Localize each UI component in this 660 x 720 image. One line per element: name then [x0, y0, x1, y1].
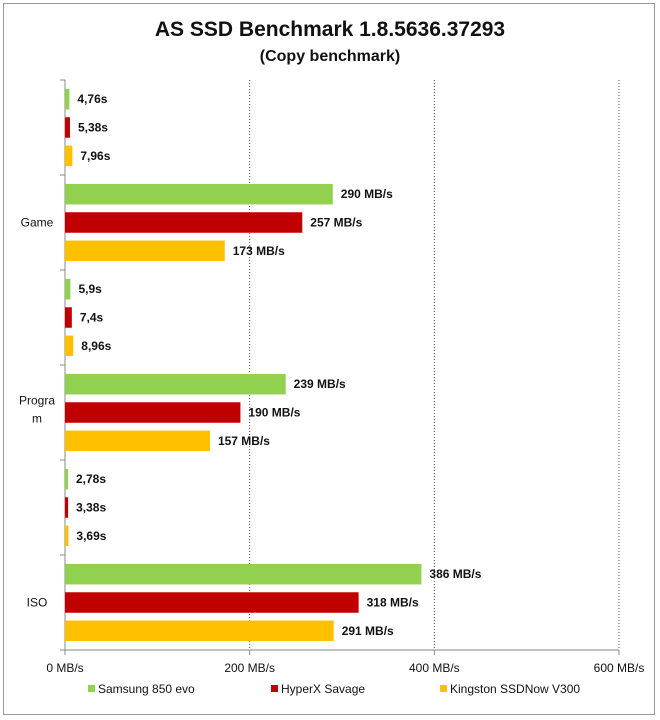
legend-label: HyperX Savage	[281, 682, 365, 696]
data-label: 3,69s	[76, 529, 106, 543]
legend-swatch	[88, 685, 95, 692]
x-tick-label: 600 MB/s	[594, 661, 645, 675]
data-label: 5,38s	[78, 121, 108, 135]
data-label: 173 MB/s	[233, 244, 285, 258]
data-label: 7,4s	[80, 311, 104, 325]
bar	[65, 307, 72, 328]
data-label: 239 MB/s	[294, 377, 346, 391]
data-label: 2,78s	[76, 472, 106, 486]
x-tick-label: 0 MB/s	[46, 661, 83, 675]
chart-subtitle: (Copy benchmark)	[259, 48, 401, 65]
legend-swatch	[440, 685, 447, 692]
data-label: 386 MB/s	[429, 567, 481, 581]
bar	[65, 183, 333, 205]
data-label: 5,9s	[78, 282, 102, 296]
bar	[65, 212, 303, 233]
data-label: 157 MB/s	[218, 434, 270, 448]
bar	[65, 278, 71, 300]
data-label: 4,76s	[77, 92, 107, 106]
bar	[65, 373, 286, 395]
bar	[65, 402, 241, 423]
legend-label: Samsung 850 evo	[98, 682, 195, 696]
legend-label: Kingston SSDNow V300	[450, 682, 580, 696]
bar	[65, 335, 74, 357]
data-label: 8,96s	[81, 339, 111, 353]
category-label: Progra m	[19, 394, 55, 426]
bar	[65, 592, 359, 613]
category-label: Game	[21, 216, 54, 230]
data-label: 190 MB/s	[248, 406, 300, 420]
chart-title: AS SSD Benchmark 1.8.5636.37293	[154, 18, 506, 41]
x-tick-label: 200 MB/s	[224, 661, 275, 675]
x-tick-label: 400 MB/s	[409, 661, 460, 675]
bar	[65, 525, 69, 547]
bar	[65, 88, 70, 110]
bar	[65, 430, 210, 452]
bar	[65, 497, 69, 518]
bar	[65, 468, 68, 490]
bar	[65, 117, 70, 138]
bar	[65, 620, 334, 642]
data-label: 290 MB/s	[341, 187, 393, 201]
legend-swatch	[271, 685, 278, 692]
bar	[65, 563, 422, 585]
category-label: ISO	[27, 596, 48, 610]
data-label: 257 MB/s	[310, 216, 362, 230]
data-label: 3,38s	[76, 501, 106, 515]
data-label: 318 MB/s	[367, 596, 419, 610]
bar	[65, 240, 225, 262]
bar	[65, 145, 73, 167]
data-label: 291 MB/s	[342, 624, 394, 638]
data-label: 7,96s	[80, 149, 110, 163]
